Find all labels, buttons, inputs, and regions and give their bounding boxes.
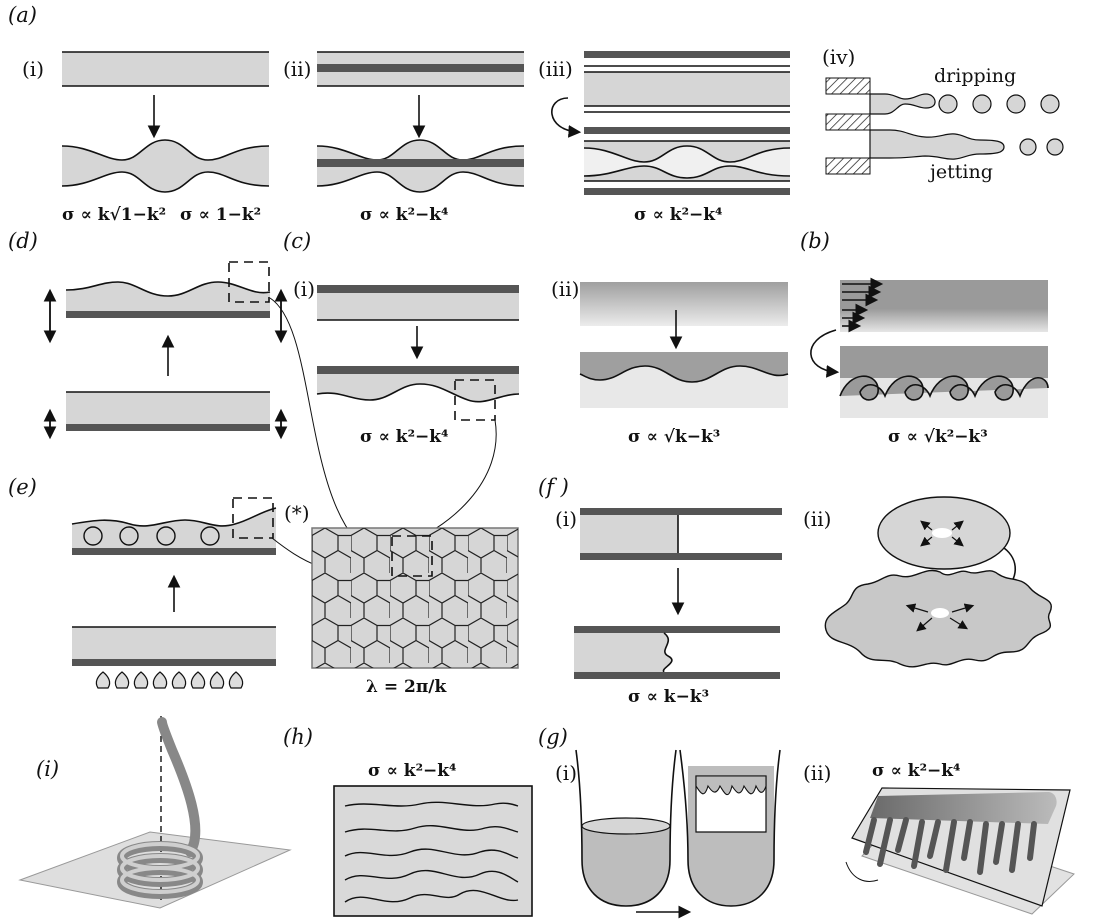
eq-h: σ ∝ k²−k⁴ <box>368 761 457 781</box>
panel-a-iii: (iii) σ ∝ k²−k⁴ <box>538 51 791 225</box>
sublabel-f-ii: (ii) <box>803 507 831 531</box>
panel-label-h: (h) <box>283 725 313 749</box>
panel-i <box>18 716 292 909</box>
eq-c-ii: σ ∝ √k−k³ <box>628 427 720 447</box>
panel-label-i: (i) <box>36 757 59 781</box>
eq-g-ii: σ ∝ k²−k⁴ <box>872 761 961 781</box>
eq-a-ii: σ ∝ k²−k⁴ <box>360 205 449 225</box>
panel-e: (*) <box>71 497 396 689</box>
sublabel-c-i: (i) <box>293 277 315 301</box>
sublabel-f-i: (i) <box>555 507 577 531</box>
hexagonal-pattern: λ = 2π/k <box>311 527 519 697</box>
sublabel-a-iv: (iv) <box>822 45 855 69</box>
eq-hex: λ = 2π/k <box>366 677 447 697</box>
sublabel-g-i: (i) <box>555 761 577 785</box>
panel-label-c: (c) <box>283 229 311 253</box>
label-jetting: jetting <box>928 161 993 183</box>
panel-g: (i) (ii) σ ∝ k²−k⁴ <box>555 749 1075 919</box>
sublabel-a-ii: (ii) <box>283 57 311 81</box>
eq-a-iii: σ ∝ k²−k⁴ <box>634 205 723 225</box>
eq-a-i-left: σ ∝ k√1−k² <box>62 205 166 225</box>
eq-a-i-right: σ ∝ 1−k² <box>180 205 261 225</box>
sublabel-a-iii: (iii) <box>538 57 573 81</box>
panel-a-i: (i) σ ∝ k√1−k² σ ∝ 1−k² <box>22 51 270 225</box>
panel-label-f: (f ) <box>538 475 569 499</box>
panel-c: (i) σ ∝ k²−k⁴ (ii) σ ∝ √k−k³ <box>293 277 789 549</box>
panel-d <box>43 261 381 561</box>
panel-b: σ ∝ √k²−k³ <box>810 277 1049 447</box>
sublabel-a-i: (i) <box>22 57 44 81</box>
panel-label-d: (d) <box>8 229 38 253</box>
panel-f: (i) σ ∝ k−k³ (ii) <box>555 496 1052 707</box>
panel-h: σ ∝ k²−k⁴ <box>333 761 533 917</box>
label-dripping: dripping <box>934 65 1016 87</box>
eq-f-i: σ ∝ k−k³ <box>628 687 709 707</box>
panel-a-ii: (ii) σ ∝ k²−k⁴ <box>283 51 525 225</box>
sublabel-c-ii: (ii) <box>551 277 579 301</box>
eq-b: σ ∝ √k²−k³ <box>888 427 988 447</box>
sublabel-g-ii: (ii) <box>803 761 831 785</box>
panel-label-b: (b) <box>800 229 830 253</box>
panel-label-g: (g) <box>538 725 568 749</box>
panel-label-e: (e) <box>8 475 37 499</box>
eq-c-i: σ ∝ k²−k⁴ <box>360 427 449 447</box>
sublabel-e-star: (*) <box>284 501 310 525</box>
panel-a-iv: (iv) dripping jetting <box>822 45 1064 183</box>
panel-label-a: (a) <box>8 3 37 27</box>
